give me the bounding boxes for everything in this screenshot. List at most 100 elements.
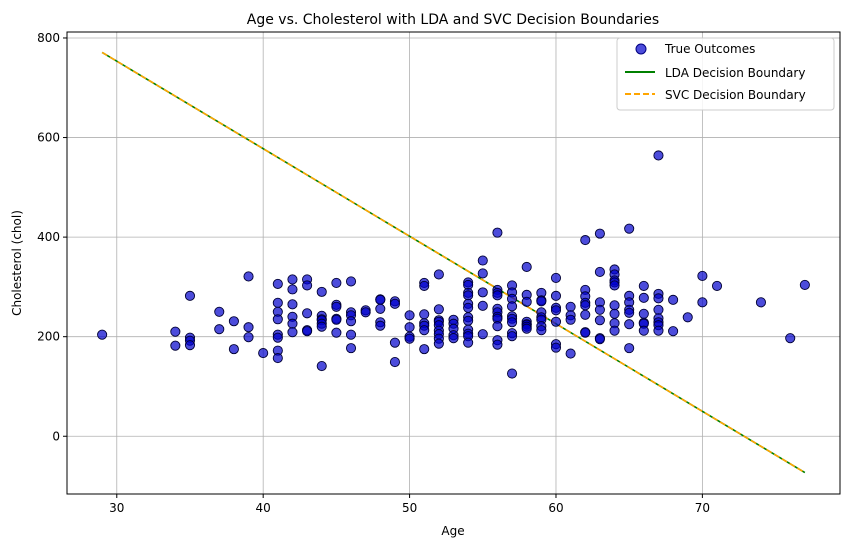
- scatter-point: [609, 300, 620, 311]
- scatter-point: [272, 332, 283, 343]
- scatter-point: [419, 280, 430, 291]
- scatter-point: [287, 274, 298, 285]
- x-tick-label: 50: [402, 501, 417, 515]
- scatter-point: [170, 326, 181, 337]
- scatter-point: [682, 312, 693, 323]
- scatter-point: [565, 348, 576, 359]
- y-axis-label: Cholesterol (chol): [10, 210, 24, 316]
- scatter-point: [316, 286, 327, 297]
- scatter-point: [287, 318, 298, 329]
- scatter-point: [243, 271, 254, 282]
- scatter-point: [624, 343, 635, 354]
- legend-label-lda: LDA Decision Boundary: [665, 66, 805, 80]
- scatter-point: [184, 340, 196, 351]
- scatter-point: [565, 314, 576, 325]
- scatter-point: [785, 333, 796, 344]
- x-axis-label: Age: [441, 524, 464, 538]
- scatter-point: [624, 307, 635, 318]
- scatter-point: [345, 276, 357, 287]
- scatter-point: [492, 321, 503, 332]
- scatter-point: [389, 337, 400, 348]
- legend-marker-true-outcomes: [635, 43, 647, 55]
- scatter-point: [463, 315, 474, 326]
- scatter-point: [228, 344, 239, 355]
- scatter-point: [170, 340, 181, 351]
- scatter-point: [594, 315, 605, 326]
- scatter-point: [272, 278, 283, 289]
- scatter-point: [287, 327, 298, 338]
- scatter-point: [550, 305, 562, 316]
- scatter-point: [594, 334, 605, 345]
- scatter-point: [375, 320, 386, 331]
- scatter-point: [580, 300, 591, 311]
- scatter-point: [331, 314, 342, 325]
- scatter-point: [433, 269, 444, 280]
- scatter-point: [638, 280, 649, 291]
- scatter-point: [492, 290, 503, 301]
- scatter-point: [404, 333, 415, 344]
- scatter-point: [404, 310, 415, 321]
- scatter-point: [214, 324, 225, 335]
- scatter-point: [609, 325, 620, 336]
- scatter-point: [565, 301, 576, 312]
- scatter-point: [653, 293, 664, 304]
- y-tick-label: 800: [37, 31, 60, 45]
- scatter-point: [272, 297, 283, 308]
- scatter-point: [550, 316, 562, 327]
- scatter-point: [638, 308, 649, 319]
- scatter-point: [477, 268, 488, 279]
- scatter-point: [536, 325, 547, 336]
- x-tick-label: 70: [695, 501, 710, 515]
- scatter-point: [375, 294, 386, 305]
- scatter-point: [360, 307, 371, 318]
- scatter-point: [375, 303, 386, 314]
- scatter-point: [302, 326, 313, 337]
- scatter-point: [272, 353, 283, 364]
- scatter-point: [389, 357, 400, 368]
- plot-area-frame: [66, 31, 841, 495]
- scatter-point: [507, 317, 518, 328]
- scatter-point: [404, 322, 415, 333]
- scatter-point: [697, 270, 708, 281]
- scatter-point: [477, 287, 488, 298]
- scatter-point: [799, 279, 810, 290]
- scatter-point: [580, 309, 591, 320]
- scatter-point: [389, 298, 400, 309]
- scatter-point: [477, 300, 488, 311]
- scatter-point: [243, 332, 254, 343]
- scatter-point: [477, 329, 488, 340]
- scatter-point: [550, 290, 562, 301]
- scatter-point: [287, 299, 298, 310]
- scatter-point: [258, 348, 269, 359]
- scatter-point: [272, 314, 283, 325]
- scatter-point: [492, 339, 503, 350]
- y-axis-ticks: 0 200 400 600 800: [37, 31, 67, 443]
- chart-title: Age vs. Cholesterol with LDA and SVC Dec…: [247, 12, 659, 28]
- scatter-point: [668, 294, 679, 305]
- scatter-point: [331, 301, 342, 312]
- scatter-point: [521, 261, 532, 273]
- scatter-point: [228, 316, 239, 327]
- scatter-point: [594, 266, 605, 278]
- scatter-point: [419, 309, 430, 320]
- scatter-point: [331, 277, 342, 288]
- scatter-point: [638, 292, 649, 303]
- scatter-point: [477, 255, 488, 266]
- scatter-point: [594, 228, 605, 239]
- x-tick-label: 30: [109, 501, 124, 515]
- scatter-point: [419, 344, 430, 355]
- y-tick-label: 200: [37, 330, 60, 344]
- scatter-point: [697, 297, 708, 308]
- scatter-point: [287, 284, 298, 295]
- scatter-point: [711, 280, 723, 291]
- scatter-point: [550, 272, 562, 283]
- y-tick-label: 0: [52, 429, 60, 443]
- scatter-point: [243, 322, 254, 333]
- scatter-point: [97, 329, 108, 340]
- scatter-point: [653, 150, 664, 161]
- scatter-point: [463, 302, 474, 313]
- x-axis-ticks: 30 40 50 60 70: [109, 494, 710, 515]
- scatter-point: [463, 337, 474, 348]
- scatter-point: [521, 296, 532, 307]
